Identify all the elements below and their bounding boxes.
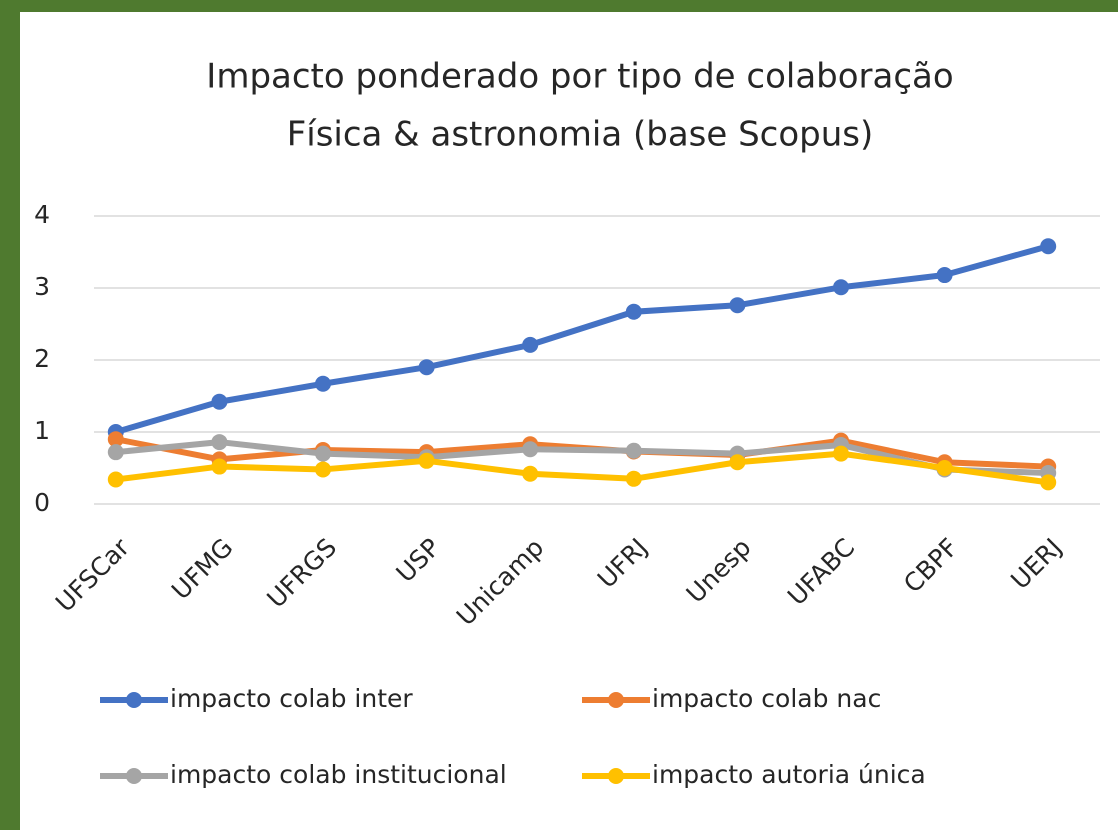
- data-point: [211, 434, 228, 451]
- legend-marker: [608, 692, 624, 708]
- data-point: [315, 461, 331, 478]
- series-line: [115, 450, 1049, 486]
- y-tick-label: 2: [34, 344, 50, 373]
- chart-background: [20, 12, 1118, 830]
- series-line: [114, 243, 1050, 435]
- data-point: [936, 267, 953, 284]
- legend-label: impacto colab inter: [170, 684, 413, 713]
- legend-label: impacto colab nac: [652, 684, 881, 713]
- data-point: [315, 445, 331, 462]
- data-point: [211, 393, 228, 410]
- y-tick-label: 0: [34, 488, 50, 517]
- series-line: [115, 439, 1049, 477]
- data-point: [522, 441, 539, 458]
- legend-label: impacto autoria única: [652, 760, 926, 789]
- data-point: [1040, 474, 1057, 491]
- legend-marker: [126, 692, 142, 708]
- chart-subtitle: Física & astronomia (base Scopus): [287, 115, 874, 155]
- data-point: [625, 303, 642, 320]
- data-point: [729, 454, 746, 471]
- data-point: [625, 442, 642, 459]
- data-point: [1040, 238, 1057, 255]
- data-point: [625, 470, 642, 487]
- data-point: [107, 431, 124, 448]
- legend-marker: [608, 768, 624, 784]
- data-point: [418, 359, 435, 376]
- y-tick-label: 3: [34, 272, 50, 301]
- legend-label: impacto colab institucional: [170, 760, 507, 789]
- data-point: [315, 375, 331, 392]
- data-point: [107, 471, 124, 488]
- chart-title: Impacto ponderado por tipo de colaboraçã…: [206, 57, 953, 97]
- y-tick-label: 4: [34, 200, 50, 229]
- y-tick-label: 1: [34, 416, 50, 445]
- data-point: [729, 297, 746, 314]
- data-point: [833, 279, 849, 296]
- data-point: [107, 444, 124, 461]
- data-point: [936, 460, 953, 476]
- data-point: [522, 336, 539, 353]
- data-point: [211, 458, 228, 475]
- data-point: [833, 445, 849, 462]
- data-point: [418, 452, 435, 469]
- legend-marker: [126, 768, 142, 784]
- data-point: [522, 465, 539, 482]
